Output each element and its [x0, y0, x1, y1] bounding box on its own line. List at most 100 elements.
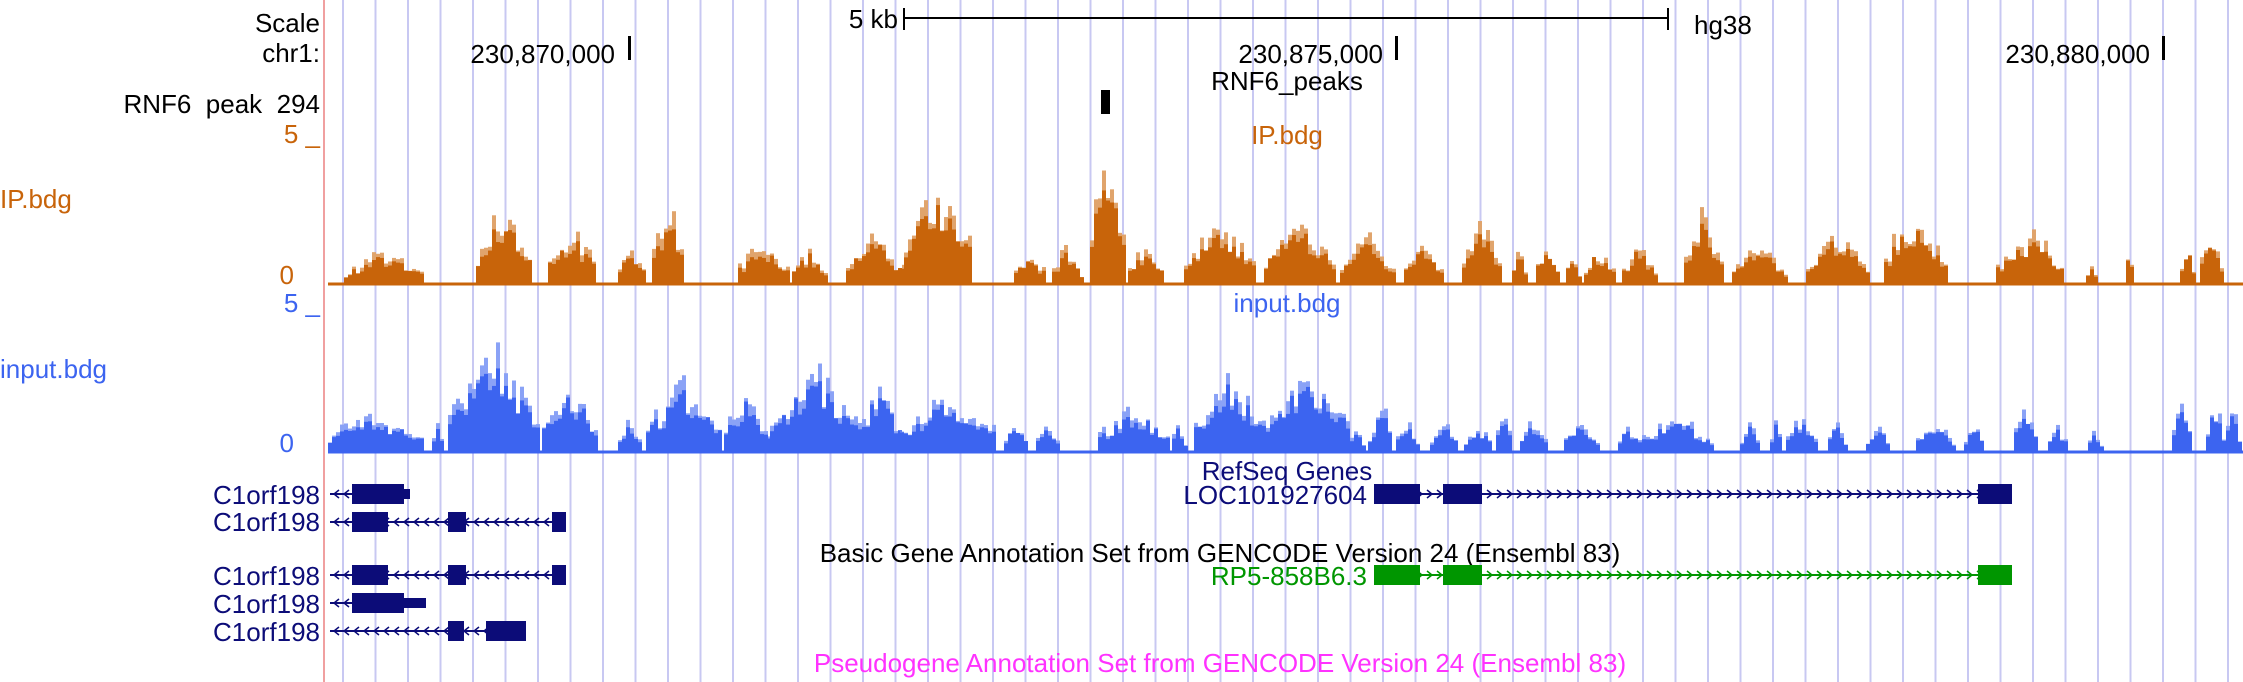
signal-bar — [718, 430, 722, 452]
signal-bar — [340, 431, 344, 452]
strand-chevron — [412, 570, 420, 580]
signal-bar — [790, 416, 794, 452]
signal-bar — [1250, 425, 1254, 452]
signal-bar — [1296, 241, 1300, 284]
strand-chevron — [1906, 570, 1914, 580]
signal-bar — [1234, 399, 1238, 452]
refseq-track-title: RefSeq Genes — [1202, 456, 1373, 486]
gencode-gene-label[interactable]: C1orf198 — [213, 617, 320, 647]
signal-bar — [1866, 444, 1870, 452]
signal-bar — [1350, 441, 1354, 452]
signal-bar — [1110, 202, 1114, 284]
signal-bar — [2188, 432, 2192, 452]
signal-bar — [328, 442, 332, 452]
signal-bar — [870, 404, 874, 452]
ip-track-name[interactable]: IP.bdg — [0, 184, 72, 214]
signal-bar — [916, 423, 920, 452]
signal-bar — [480, 256, 484, 284]
signal-bar — [560, 250, 564, 284]
exon-block — [1443, 484, 1482, 504]
refseq-gene-label[interactable]: C1orf198 — [213, 480, 320, 510]
signal-bar — [1102, 433, 1106, 452]
ip-track-min-label: 0 — [280, 260, 294, 290]
signal-bar — [1380, 261, 1384, 284]
signal-bar — [1552, 265, 1556, 284]
strand-chevron — [422, 626, 430, 636]
signal-bar — [822, 408, 826, 452]
strand-chevron — [1576, 489, 1584, 499]
signal-bar — [400, 263, 404, 284]
signal-bar — [1896, 254, 1900, 284]
refseq-gene-label[interactable]: C1orf198 — [213, 507, 320, 537]
signal-bar — [1622, 270, 1626, 284]
signal-bar — [944, 230, 948, 284]
signal-bar — [968, 246, 972, 284]
signal-bar — [1908, 246, 1912, 284]
gencode-gene-label[interactable]: C1orf198 — [213, 561, 320, 591]
signal-bar — [1388, 432, 1392, 452]
signal-bar — [1972, 432, 1976, 452]
signal-bar — [1874, 435, 1878, 452]
signal-bar — [756, 425, 760, 452]
signal-bar — [1846, 248, 1850, 284]
signal-bar — [952, 229, 956, 284]
signal-bar — [748, 416, 752, 452]
strand-chevron — [1756, 489, 1764, 499]
peak-item[interactable] — [1101, 90, 1110, 114]
input-track-name[interactable]: input.bdg — [0, 354, 107, 384]
gencode-gene-label[interactable]: C1orf198 — [213, 589, 320, 619]
signal-bar — [364, 421, 368, 452]
signal-bar — [1310, 397, 1314, 452]
signal-bar — [878, 245, 882, 284]
signal-bar — [1412, 439, 1416, 452]
signal-bar — [484, 255, 488, 284]
signal-bar — [536, 427, 540, 452]
signal-bar — [1920, 439, 1924, 452]
signal-bar — [1480, 438, 1484, 452]
strand-chevron — [1706, 489, 1714, 499]
refseq-gene-label[interactable]: LOC101927604 — [1183, 480, 1367, 510]
ip-signal-graph[interactable] — [344, 170, 2224, 284]
signal-bar — [838, 423, 842, 452]
signal-bar — [1478, 234, 1482, 284]
signal-bar — [1118, 433, 1122, 452]
signal-bar — [650, 424, 654, 452]
exon-block — [448, 565, 466, 585]
gene-models[interactable] — [330, 484, 2012, 641]
signal-bar — [1584, 274, 1588, 284]
peak-item-label[interactable]: RNF6 peak 294 — [123, 89, 320, 119]
signal-bar — [1254, 426, 1258, 452]
signal-bar — [1368, 442, 1372, 452]
signal-bar — [1638, 442, 1642, 452]
gencode-gene-label[interactable]: RP5-858B6.3 — [1211, 561, 1367, 591]
signal-bar — [404, 435, 408, 452]
strand-chevron — [482, 570, 490, 580]
strand-chevron — [1896, 489, 1904, 499]
signal-bar — [634, 438, 638, 452]
signal-bar — [520, 400, 524, 452]
signal-bar — [2048, 441, 2052, 452]
signal-bar — [622, 262, 626, 284]
signal-bar — [1790, 436, 1794, 452]
strand-chevron — [1726, 570, 1734, 580]
signal-bar — [1548, 259, 1552, 284]
strand-chevron — [362, 626, 370, 636]
signal-bar — [1130, 427, 1134, 452]
signal-bar — [1324, 253, 1328, 284]
signal-bar — [432, 441, 436, 452]
signal-bar — [1064, 252, 1068, 284]
input-signal-graph[interactable] — [328, 342, 2242, 452]
signal-bar — [1030, 262, 1034, 284]
signal-bar — [1416, 254, 1420, 284]
signal-bar — [1014, 273, 1018, 284]
strand-chevron — [1566, 570, 1574, 580]
signal-bar — [1592, 257, 1596, 284]
signal-bar — [1262, 425, 1266, 452]
signal-bar — [1122, 244, 1126, 284]
signal-bar — [920, 431, 924, 452]
strand-chevron — [1676, 570, 1684, 580]
input-track-max-label: 5 _ — [284, 288, 321, 318]
strand-chevron — [1596, 570, 1604, 580]
signal-bar — [738, 267, 742, 284]
